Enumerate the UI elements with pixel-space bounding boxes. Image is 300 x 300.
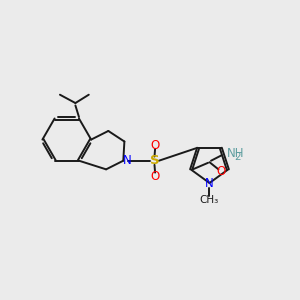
Text: O: O <box>151 139 160 152</box>
Text: NH: NH <box>227 147 244 160</box>
Text: 2: 2 <box>234 152 241 162</box>
Text: N: N <box>122 154 131 167</box>
Text: S: S <box>150 154 159 167</box>
Text: CH₃: CH₃ <box>200 195 219 205</box>
Text: O: O <box>216 165 226 178</box>
Text: N: N <box>205 177 214 190</box>
Text: O: O <box>151 170 160 183</box>
